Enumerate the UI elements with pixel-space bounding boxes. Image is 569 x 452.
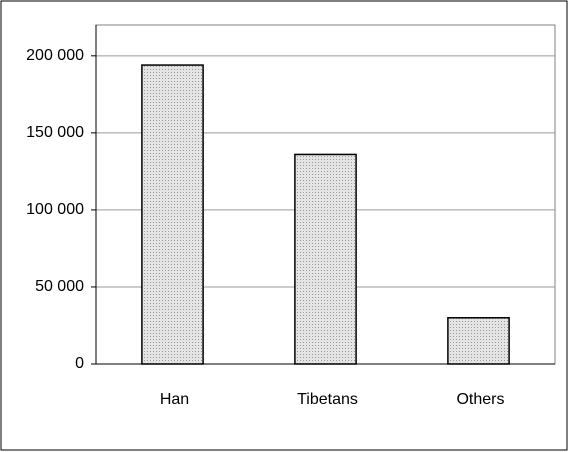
- x-tick-label: Tibetans: [297, 391, 358, 408]
- x-tick-label: Others: [456, 391, 504, 408]
- bar: [294, 153, 357, 365]
- x-tick-label: Han: [160, 391, 189, 408]
- y-tick-label: 150 000: [26, 124, 84, 141]
- y-tick-label: 100 000: [26, 201, 84, 218]
- y-tick-label: 0: [75, 355, 84, 372]
- bar: [141, 64, 204, 365]
- y-tick-label: 50 000: [35, 278, 84, 295]
- bar: [447, 317, 510, 365]
- y-tick-label: 200 000: [26, 47, 84, 64]
